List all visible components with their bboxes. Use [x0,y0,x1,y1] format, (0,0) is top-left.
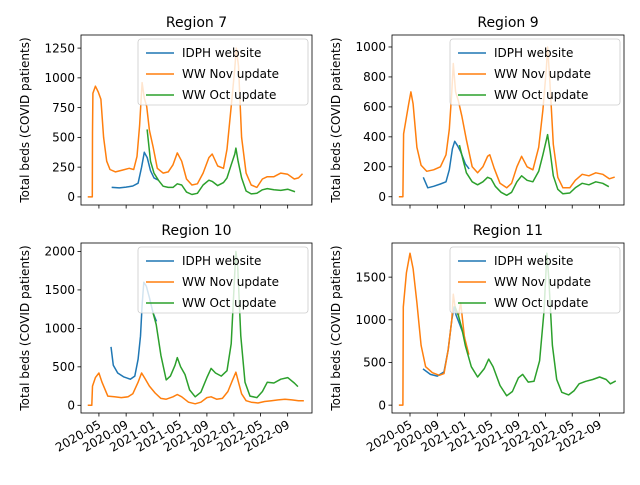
subplot-3: Region 10 Total beds (COVID patients) 0 500… [18,223,313,455]
subplot-2: Region 9 Total beds (COVID patients) 0 200 4… [329,15,625,209]
y-tick-label: 0 [67,190,75,204]
y-axis-label: Total beds (COVID patients) [18,245,32,411]
axes-frame [80,34,313,206]
legend-label: WW Nov update [182,275,279,289]
series-line-2 [87,47,304,198]
y-axis-label: Total beds (COVID patients) [329,37,343,203]
axes-frame [80,242,313,414]
y-tick-label: 0 [378,398,386,412]
legend-box [137,246,309,314]
legend: IDPH website WW Nov update WW Oct update [137,38,309,106]
legend-label: WW Oct update [494,296,588,310]
series-line-1 [111,151,159,189]
y-tick-label: 500 [363,356,386,370]
y-tick-label: 500 [52,131,75,145]
legend-label: WW Oct update [494,88,588,102]
axes-frame [391,242,625,414]
axes-frame [391,34,625,206]
y-tick-label: 0 [67,399,75,413]
legend-label: WW Nov update [494,67,591,81]
y-tick-label: 800 [363,70,386,84]
y-tick-label: 0 [378,190,386,204]
y-tick-label: 250 [52,160,75,174]
legend-label: WW Nov update [182,67,279,81]
legend-label: WW Oct update [182,88,276,102]
y-tick-label: 1250 [44,41,75,55]
subplot-title: Region 11 [473,223,543,239]
series-line-3 [458,133,610,197]
y-tick-label: 1500 [355,270,386,284]
plot-area [398,46,615,198]
y-tick-label: 400 [363,130,386,144]
series-line-2 [398,46,615,198]
legend-box [449,246,621,314]
legend-box [449,38,621,106]
y-tick-label: 600 [363,100,386,114]
legend-label: IDPH website [182,254,261,268]
y-tick-label: 1000 [44,322,75,336]
y-tick-label: 500 [52,360,75,374]
legend-label: WW Oct update [182,296,276,310]
legend: IDPH website WW Nov update WW Oct update [137,246,309,314]
y-tick-label: 1000 [44,71,75,85]
subplot-4: Region 11 Total beds (COVID patients) 0 500… [329,223,625,455]
subplot-1: Region 7 Total beds (COVID patients) 0 250 5… [18,15,313,209]
subplot-title: Region 10 [161,223,231,239]
legend: IDPH website WW Nov update WW Oct update [449,38,621,106]
legend-label: IDPH website [494,254,573,268]
plot-area [87,47,304,198]
plot-area [398,252,617,406]
y-tick-label: 2000 [44,245,75,259]
y-tick-label: 200 [363,160,386,174]
legend: IDPH website WW Nov update WW Oct update [449,246,621,314]
series-line-3 [152,250,299,399]
y-tick-label: 1500 [44,283,75,297]
series-line-2 [87,371,304,407]
legend-label: IDPH website [182,46,261,60]
subplot-title: Region 7 [166,15,227,31]
y-axis-label: Total beds (COVID patients) [329,245,343,411]
y-tick-label: 750 [52,101,75,115]
legend-label: IDPH website [494,46,573,60]
y-tick-label: 1000 [355,40,386,54]
legend-box [137,38,309,106]
y-tick-label: 1000 [355,313,386,327]
series-line-3 [146,129,296,196]
legend-label: WW Nov update [494,275,591,289]
subplot-title: Region 9 [477,15,538,31]
series-line-3 [454,252,617,397]
y-axis-label: Total beds (COVID patients) [18,37,32,203]
